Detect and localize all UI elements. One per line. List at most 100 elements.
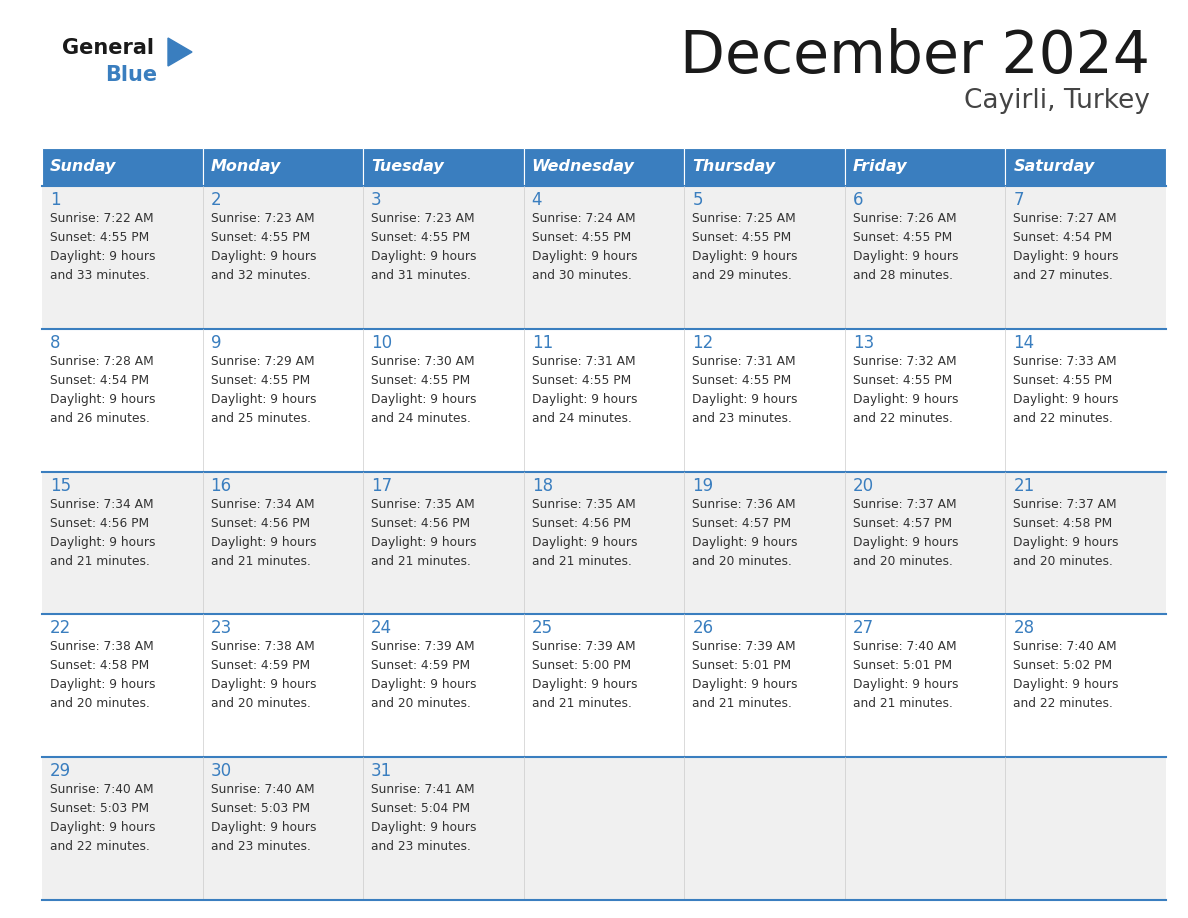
Text: Sunset: 4:57 PM: Sunset: 4:57 PM (853, 517, 952, 530)
Text: 20: 20 (853, 476, 874, 495)
Bar (42, 757, 203, 900)
Text: Sunrise: 7:22 AM: Sunrise: 7:22 AM (50, 212, 153, 225)
Bar (845, 472, 1005, 614)
Text: Sunrise: 7:40 AM: Sunrise: 7:40 AM (853, 641, 956, 654)
Bar (203, 614, 364, 757)
Text: 4: 4 (532, 191, 542, 209)
Text: Sunset: 4:55 PM: Sunset: 4:55 PM (371, 231, 470, 244)
Bar (684, 472, 845, 614)
Text: and 23 minutes.: and 23 minutes. (371, 840, 470, 853)
Text: Sunrise: 7:31 AM: Sunrise: 7:31 AM (532, 354, 636, 368)
Text: and 28 minutes.: and 28 minutes. (853, 269, 953, 282)
Text: Sunset: 4:54 PM: Sunset: 4:54 PM (50, 374, 150, 386)
Text: Sunset: 4:55 PM: Sunset: 4:55 PM (371, 374, 470, 386)
Text: Saturday: Saturday (1013, 160, 1094, 174)
Text: 31: 31 (371, 762, 392, 780)
Text: 1: 1 (50, 191, 61, 209)
Text: Daylight: 9 hours: Daylight: 9 hours (371, 535, 476, 549)
Text: Sunrise: 7:35 AM: Sunrise: 7:35 AM (532, 498, 636, 510)
Text: Daylight: 9 hours: Daylight: 9 hours (693, 678, 798, 691)
Bar (42, 614, 203, 757)
Text: Sunrise: 7:36 AM: Sunrise: 7:36 AM (693, 498, 796, 510)
Text: 30: 30 (210, 762, 232, 780)
Text: Sunrise: 7:30 AM: Sunrise: 7:30 AM (371, 354, 475, 368)
Text: Sunrise: 7:31 AM: Sunrise: 7:31 AM (693, 354, 796, 368)
Bar (42, 186, 203, 329)
Bar (1005, 757, 1165, 900)
Text: Daylight: 9 hours: Daylight: 9 hours (853, 393, 959, 406)
Text: 15: 15 (50, 476, 71, 495)
Bar (203, 472, 364, 614)
Text: and 20 minutes.: and 20 minutes. (693, 554, 792, 567)
Text: Sunrise: 7:29 AM: Sunrise: 7:29 AM (210, 354, 314, 368)
Text: Monday: Monday (210, 160, 280, 174)
Text: Sunset: 5:03 PM: Sunset: 5:03 PM (50, 802, 150, 815)
Bar (524, 148, 684, 186)
Text: 14: 14 (1013, 334, 1035, 352)
Bar (524, 329, 684, 472)
Bar (364, 148, 524, 186)
Text: Daylight: 9 hours: Daylight: 9 hours (50, 535, 156, 549)
Text: Sunrise: 7:37 AM: Sunrise: 7:37 AM (853, 498, 956, 510)
Bar (684, 329, 845, 472)
Bar (203, 148, 364, 186)
Text: Sunset: 4:54 PM: Sunset: 4:54 PM (1013, 231, 1112, 244)
Text: Daylight: 9 hours: Daylight: 9 hours (853, 535, 959, 549)
Text: Sunset: 4:56 PM: Sunset: 4:56 PM (50, 517, 150, 530)
Text: Sunset: 5:04 PM: Sunset: 5:04 PM (371, 802, 470, 815)
Text: Sunday: Sunday (50, 160, 116, 174)
Text: Sunrise: 7:25 AM: Sunrise: 7:25 AM (693, 212, 796, 225)
Text: Sunset: 5:02 PM: Sunset: 5:02 PM (1013, 659, 1112, 672)
Bar (524, 614, 684, 757)
Text: 16: 16 (210, 476, 232, 495)
Text: 7: 7 (1013, 191, 1024, 209)
Text: Sunrise: 7:38 AM: Sunrise: 7:38 AM (50, 641, 153, 654)
Text: Daylight: 9 hours: Daylight: 9 hours (50, 822, 156, 834)
Text: Sunrise: 7:37 AM: Sunrise: 7:37 AM (1013, 498, 1117, 510)
Text: Daylight: 9 hours: Daylight: 9 hours (532, 678, 637, 691)
Text: and 21 minutes.: and 21 minutes. (693, 698, 792, 711)
Bar (203, 329, 364, 472)
Text: and 21 minutes.: and 21 minutes. (210, 554, 310, 567)
Polygon shape (168, 38, 192, 66)
Bar (1005, 186, 1165, 329)
Text: Sunrise: 7:33 AM: Sunrise: 7:33 AM (1013, 354, 1117, 368)
Bar (845, 186, 1005, 329)
Text: Daylight: 9 hours: Daylight: 9 hours (853, 250, 959, 263)
Text: Daylight: 9 hours: Daylight: 9 hours (210, 393, 316, 406)
Text: Cayirli, Turkey: Cayirli, Turkey (965, 88, 1150, 114)
Text: 25: 25 (532, 620, 552, 637)
Text: and 22 minutes.: and 22 minutes. (1013, 412, 1113, 425)
Text: Daylight: 9 hours: Daylight: 9 hours (371, 678, 476, 691)
Text: Sunrise: 7:24 AM: Sunrise: 7:24 AM (532, 212, 636, 225)
Text: Daylight: 9 hours: Daylight: 9 hours (693, 535, 798, 549)
Text: Sunset: 4:55 PM: Sunset: 4:55 PM (693, 231, 791, 244)
Text: and 22 minutes.: and 22 minutes. (50, 840, 150, 853)
Text: Sunrise: 7:40 AM: Sunrise: 7:40 AM (50, 783, 153, 796)
Bar (1005, 614, 1165, 757)
Text: and 30 minutes.: and 30 minutes. (532, 269, 632, 282)
Text: and 29 minutes.: and 29 minutes. (693, 269, 792, 282)
Text: Sunset: 5:00 PM: Sunset: 5:00 PM (532, 659, 631, 672)
Text: Sunset: 4:55 PM: Sunset: 4:55 PM (532, 231, 631, 244)
Text: Sunrise: 7:26 AM: Sunrise: 7:26 AM (853, 212, 956, 225)
Text: 18: 18 (532, 476, 552, 495)
Text: Sunset: 4:55 PM: Sunset: 4:55 PM (853, 374, 952, 386)
Text: Sunset: 4:59 PM: Sunset: 4:59 PM (371, 659, 470, 672)
Text: Daylight: 9 hours: Daylight: 9 hours (1013, 678, 1119, 691)
Text: and 21 minutes.: and 21 minutes. (371, 554, 470, 567)
Bar (1005, 472, 1165, 614)
Text: Sunset: 4:55 PM: Sunset: 4:55 PM (853, 231, 952, 244)
Text: and 21 minutes.: and 21 minutes. (532, 698, 632, 711)
Text: and 25 minutes.: and 25 minutes. (210, 412, 310, 425)
Text: and 24 minutes.: and 24 minutes. (371, 412, 470, 425)
Text: Friday: Friday (853, 160, 908, 174)
Text: 23: 23 (210, 620, 232, 637)
Bar (42, 148, 203, 186)
Bar (364, 614, 524, 757)
Bar (845, 329, 1005, 472)
Text: Sunrise: 7:41 AM: Sunrise: 7:41 AM (371, 783, 475, 796)
Text: Sunrise: 7:34 AM: Sunrise: 7:34 AM (210, 498, 314, 510)
Text: Sunset: 4:59 PM: Sunset: 4:59 PM (210, 659, 310, 672)
Text: 5: 5 (693, 191, 703, 209)
